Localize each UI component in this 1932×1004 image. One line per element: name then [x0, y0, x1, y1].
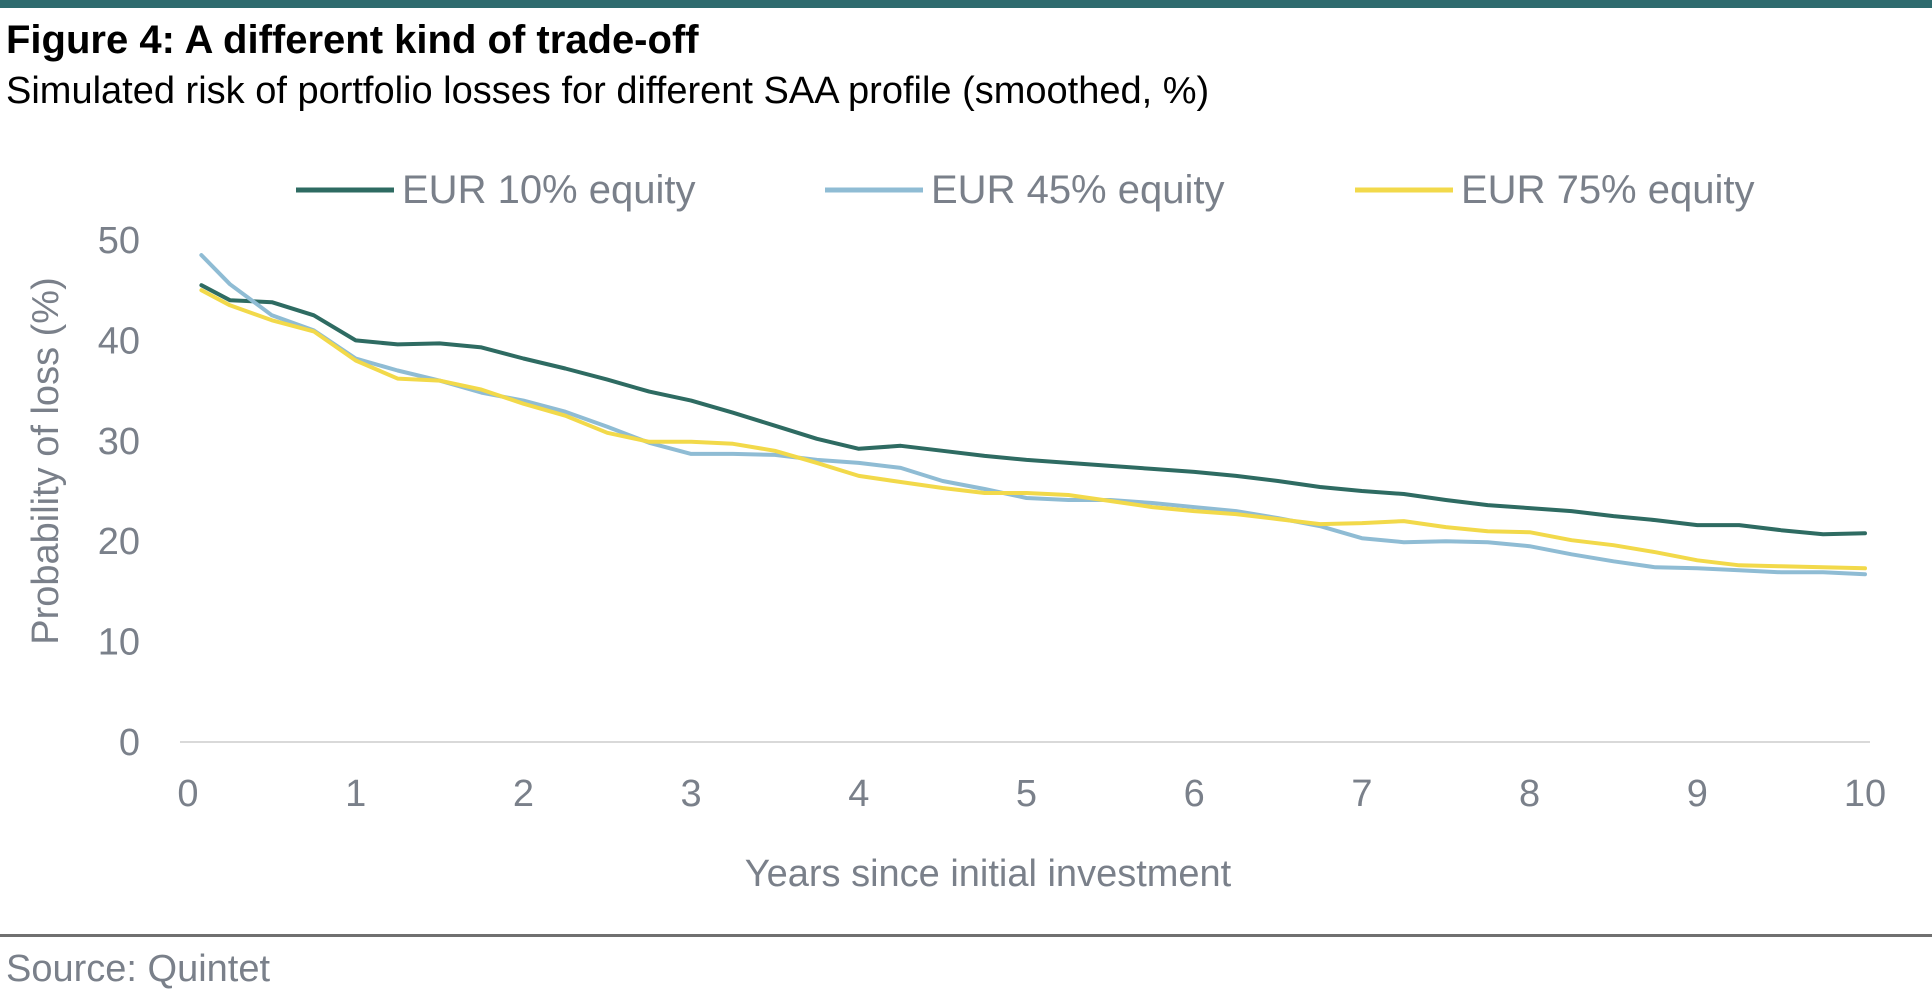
x-tick-label: 8: [1519, 773, 1540, 815]
x-tick-label: 0: [177, 773, 198, 815]
legend-label-2: EUR 45% equity: [931, 168, 1224, 212]
legend-label-1: EUR 10% equity: [402, 168, 695, 212]
legend-label-3: EUR 75% equity: [1461, 168, 1754, 212]
y-tick-label: 50: [98, 220, 140, 262]
figure-subtitle: Simulated risk of portfolio losses for d…: [6, 70, 1210, 112]
x-axis: 0 1 2 3 4 5 6 7 8 9 10 Years since initial investme…: [177, 741, 1886, 895]
series-line-1: [199, 283, 1867, 537]
series-lines: [199, 253, 1867, 577]
x-tick-label: 4: [848, 773, 869, 815]
figure-title: Figure 4: A different kind of trade-off: [6, 18, 699, 62]
x-tick-label: 7: [1351, 773, 1372, 815]
x-tick-label: 9: [1687, 773, 1708, 815]
y-tick-label: 0: [119, 722, 140, 764]
x-tick-label: 1: [345, 773, 366, 815]
series-line-2: [199, 253, 1867, 577]
x-tick-label: 6: [1184, 773, 1205, 815]
x-axis-title: Years since initial investment: [745, 853, 1232, 895]
bottom-rule: [0, 934, 1932, 937]
y-tick-label: 10: [98, 622, 140, 664]
x-tick-label: 5: [1016, 773, 1037, 815]
x-tick-label: 10: [1844, 773, 1886, 815]
y-axis-title: Probability of loss (%): [25, 277, 67, 644]
line-chart: EUR 10% equity EUR 45% equity EUR 75% equi…: [25, 168, 1886, 895]
source-note: Source: Quintet: [6, 948, 271, 990]
y-axis: 0 10 20 30 40 50 Probability of loss (%): [25, 220, 140, 764]
top-rule: [0, 0, 1932, 8]
series-line-3: [199, 288, 1867, 571]
y-tick-label: 40: [98, 320, 140, 362]
x-tick-label: 3: [681, 773, 702, 815]
y-tick-label: 20: [98, 521, 140, 563]
y-tick-label: 30: [98, 421, 140, 463]
x-tick-label: 2: [513, 773, 534, 815]
legend: EUR 10% equity EUR 45% equity EUR 75% equi…: [296, 168, 1754, 212]
